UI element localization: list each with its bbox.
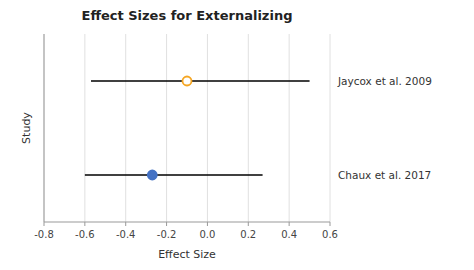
tick-mark [44,222,45,226]
grid-line [125,34,126,222]
tick-label: 0.6 [322,229,338,240]
tick-mark [84,222,85,226]
grid-line [207,34,208,222]
tick-label: 0.4 [281,229,297,240]
tick-mark [330,222,331,226]
grid-line [166,34,167,222]
grid-line [248,34,249,222]
tick-label: -0.8 [34,229,54,240]
tick-label: -0.2 [157,229,177,240]
marks [85,77,310,180]
tick-mark [125,222,126,226]
ci-line [91,80,310,82]
ci-line [85,174,263,176]
effect-marker [183,77,192,86]
tick-label: 0.2 [240,229,256,240]
study-label: Chaux et al. 2017 [338,169,431,181]
x-axis-label: Effect Size [158,248,216,261]
x-axis [44,222,330,223]
y-axis-label: Study [20,112,33,144]
title: Effect Sizes for Externalizing [82,8,293,23]
grid [44,34,330,222]
chart: Effect Sizes for Externalizing -0.8 -0.6 -0… [0,0,474,270]
grid-line [289,34,290,222]
grid-line [330,34,331,222]
tick-label: 0.0 [199,229,215,240]
tick-mark [248,222,249,226]
y-axis [44,34,45,222]
tick-label: -0.4 [116,229,136,240]
tick-mark [166,222,167,226]
effect-marker [148,171,157,180]
grid-line [44,34,45,222]
study-label: Jaycox et al. 2009 [337,75,432,87]
tick-mark [207,222,208,226]
tick-mark [289,222,290,226]
tick-label: -0.6 [75,229,95,240]
grid-line [84,34,85,222]
